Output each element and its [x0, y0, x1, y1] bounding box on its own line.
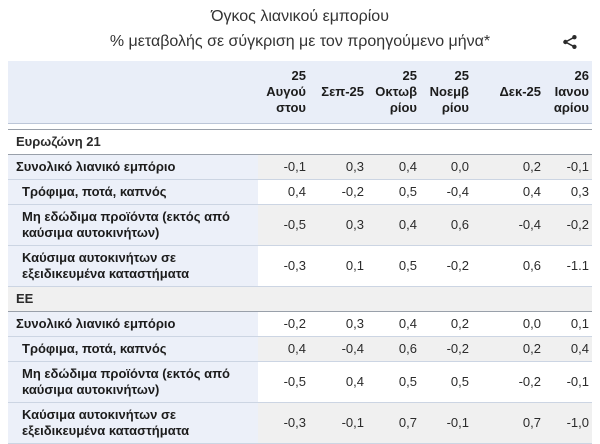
- value-cell: 0,2: [425, 311, 477, 337]
- column-header: 25 Αυγούστου: [258, 61, 314, 124]
- column-header: 25 Οκτωβρίου: [372, 61, 425, 124]
- value-cell: 0,7: [477, 402, 549, 444]
- row-label: Μη εδώδιμα προϊόντα (εκτός από καύσιμα α…: [8, 204, 258, 246]
- value-cell: 0,2: [477, 154, 549, 180]
- row-label: Συνολικό λιανικό εμπόριο: [8, 311, 258, 337]
- row-label: Μη εδώδιμα προϊόντα (εκτός από καύσιμα α…: [8, 361, 258, 403]
- value-cell: -1,0: [549, 402, 592, 444]
- value-cell: 0,5: [372, 179, 425, 205]
- value-cell: 0,1: [314, 245, 372, 287]
- row-label: Τρόφιμα, ποτά, καπνός: [8, 336, 258, 362]
- value-cell: 0,3: [314, 154, 372, 180]
- value-cell: -1.1: [549, 245, 592, 287]
- value-cell: -0,3: [258, 402, 314, 444]
- table-row: Καύσιμα αυτοκινήτων σε εξειδικευμένα κατ…: [8, 402, 592, 444]
- table-row: Τρόφιμα, ποτά, καπνός 0,4 -0,2 0,5 -0,4 …: [8, 179, 592, 205]
- value-cell: -0,1: [258, 154, 314, 180]
- chart-subtitle-row: % μεταβολής σε σύγκριση με τον προηγούμε…: [0, 31, 600, 53]
- value-cell: -0,3: [258, 245, 314, 287]
- value-cell: 0,4: [372, 311, 425, 337]
- value-cell: 0,6: [477, 245, 549, 287]
- value-cell: -0,4: [425, 179, 477, 205]
- row-label: Συνολικό λιανικό εμπόριο: [8, 154, 258, 180]
- chart-title: Όγκος λιανικού εμπορίου: [211, 8, 389, 25]
- value-cell: 0,4: [477, 179, 549, 205]
- value-cell: 0,4: [314, 361, 372, 403]
- data-table: 25 Αυγούστου Σεπ-25 25 Οκτωβρίου 25 Νοεμ…: [8, 61, 592, 444]
- value-cell: 0,5: [372, 361, 425, 403]
- group-header-row: ΕΕ: [8, 286, 592, 312]
- table-row: Συνολικό λιανικό εμπόριο -0,2 0,3 0,4 0,…: [8, 311, 592, 337]
- value-cell: 0,0: [477, 311, 549, 337]
- group-name: ΕΕ: [8, 286, 592, 312]
- value-cell: -0,4: [477, 204, 549, 246]
- group-header-row: Ευρωζώνη 21: [8, 129, 592, 155]
- table-header-row: 25 Αυγούστου Σεπ-25 25 Οκτωβρίου 25 Νοεμ…: [8, 61, 592, 124]
- share-icon[interactable]: [562, 34, 578, 50]
- value-cell: 0,3: [314, 204, 372, 246]
- value-cell: 0,6: [372, 336, 425, 362]
- value-cell: -0,5: [258, 361, 314, 403]
- value-cell: 0,1: [549, 311, 592, 337]
- value-cell: -0,1: [549, 361, 592, 403]
- group-name: Ευρωζώνη 21: [8, 129, 592, 155]
- value-cell: -0,1: [425, 402, 477, 444]
- table-row: Μη εδώδιμα προϊόντα (εκτός από καύσιμα α…: [8, 361, 592, 403]
- value-cell: 0,7: [372, 402, 425, 444]
- value-cell: 0,5: [425, 361, 477, 403]
- table-row: Τρόφιμα, ποτά, καπνός 0,4 -0,4 0,6 -0,2 …: [8, 336, 592, 362]
- row-label: Καύσιμα αυτοκινήτων σε εξειδικευμένα κατ…: [8, 245, 258, 287]
- spacer-row: [8, 123, 592, 130]
- value-cell: 0,0: [425, 154, 477, 180]
- value-cell: 0,4: [372, 154, 425, 180]
- value-cell: 0,4: [258, 336, 314, 362]
- column-header: Δεκ-25: [477, 61, 549, 124]
- table-row: Καύσιμα αυτοκινήτων σε εξειδικευμένα κατ…: [8, 245, 592, 287]
- value-cell: -0,2: [314, 179, 372, 205]
- label-column-header: [8, 61, 258, 124]
- column-header: Σεπ-25: [314, 61, 372, 124]
- table-row: Μη εδώδιμα προϊόντα (εκτός από καύσιμα α…: [8, 204, 592, 246]
- value-cell: -0,2: [425, 245, 477, 287]
- value-cell: 0,6: [425, 204, 477, 246]
- value-cell: 0,4: [372, 204, 425, 246]
- value-cell: -0,1: [314, 402, 372, 444]
- row-label: Τρόφιμα, ποτά, καπνός: [8, 179, 258, 205]
- value-cell: -0,1: [549, 154, 592, 180]
- chart-subtitle: % μεταβολής σε σύγκριση με τον προηγούμε…: [109, 33, 491, 50]
- table-row: Συνολικό λιανικό εμπόριο -0,1 0,3 0,4 0,…: [8, 154, 592, 180]
- value-cell: 0,2: [477, 336, 549, 362]
- value-cell: 0,5: [372, 245, 425, 287]
- value-cell: -0,2: [425, 336, 477, 362]
- value-cell: 0,3: [549, 179, 592, 205]
- column-header: 26 Ιανουαρίου: [549, 61, 592, 124]
- row-label: Καύσιμα αυτοκινήτων σε εξειδικευμένα κατ…: [8, 402, 258, 444]
- value-cell: -0,2: [258, 311, 314, 337]
- value-cell: 0,4: [258, 179, 314, 205]
- value-cell: -0,2: [477, 361, 549, 403]
- column-header: 25 Νοεμβρίου: [425, 61, 477, 124]
- value-cell: -0,4: [314, 336, 372, 362]
- value-cell: -0,5: [258, 204, 314, 246]
- value-cell: 0,4: [549, 336, 592, 362]
- value-cell: 0,3: [314, 311, 372, 337]
- value-cell: -0,2: [549, 204, 592, 246]
